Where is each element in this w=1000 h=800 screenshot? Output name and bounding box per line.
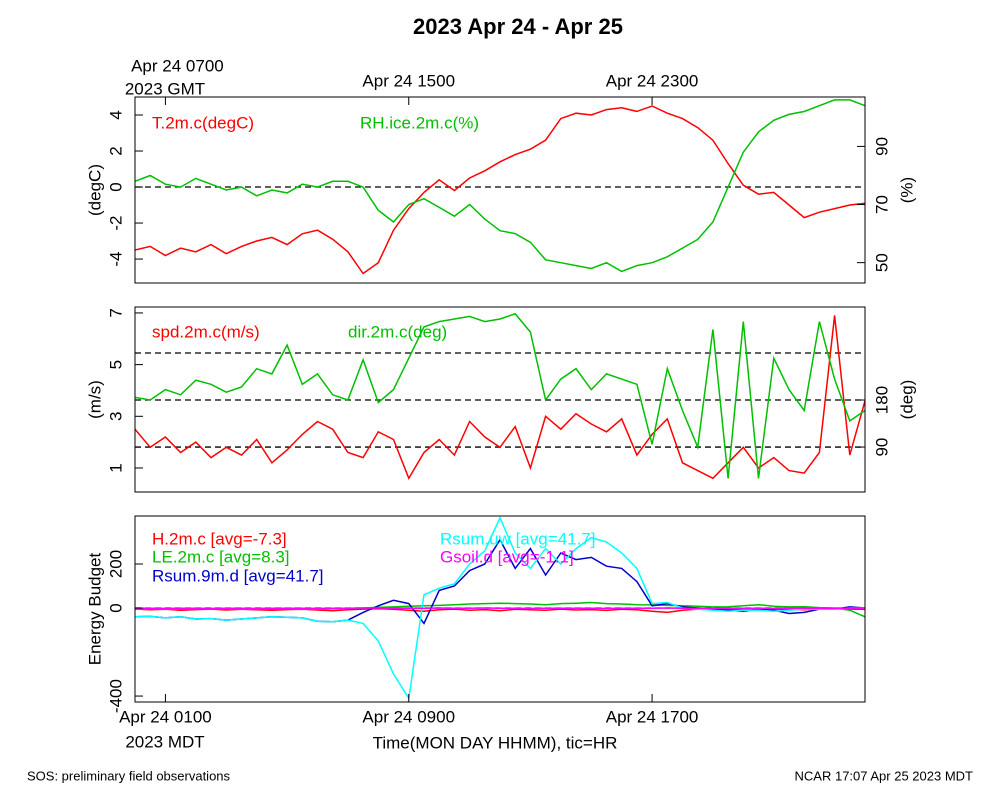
y-tick-label: 4	[106, 110, 125, 119]
legend-entry: spd.2m.c(m/s)	[152, 322, 260, 341]
plot-frame	[134, 96, 866, 284]
plot-frame	[134, 515, 866, 703]
y2-axis-label: (%)	[897, 177, 916, 203]
top-sublabel: 2023 GMT	[125, 79, 205, 98]
chart-title: 2023 Apr 24 - Apr 25	[413, 14, 623, 39]
y2-tick-label: 90	[872, 438, 891, 457]
series-line	[135, 315, 865, 481]
y2-axis-label: (deg)	[897, 380, 916, 420]
x-axis-label: Time(MON DAY HHMM), tic=HR	[373, 733, 618, 752]
y-tick-label: 7	[106, 308, 125, 317]
series-line	[135, 99, 865, 273]
y2-tick-label: 180	[872, 386, 891, 414]
y-tick-label: 3	[106, 412, 125, 421]
legend-entry: Gsoil.d [avg=-1.1]	[440, 547, 574, 566]
x-tick-label: Apr 24 0900	[362, 707, 455, 726]
y-tick-label: 0	[106, 603, 125, 612]
footer-left: SOS: preliminary field observations	[27, 768, 231, 783]
y-tick-label: -4	[106, 251, 125, 266]
footer-right: NCAR 17:07 Apr 25 2023 MDT	[795, 768, 974, 783]
y-tick-label: 2	[106, 146, 125, 155]
y2-tick-label: 70	[872, 195, 891, 214]
legend-entry: dir.2m.c(deg)	[348, 322, 447, 341]
y2-tick-label: 50	[872, 253, 891, 272]
y-axis-label: Energy Budget	[85, 552, 104, 665]
x2-tick-label: Apr 24 0700	[131, 56, 224, 75]
y-axis-label: (m/s)	[85, 380, 104, 419]
y-tick-label: 5	[106, 360, 125, 369]
series-line	[135, 105, 865, 275]
y-tick-label: 200	[106, 550, 125, 578]
series-line	[135, 516, 865, 701]
legend-entry: Rsum.9m.d [avg=41.7]	[152, 566, 324, 585]
y-tick-label: 1	[106, 463, 125, 472]
x-sublabel: 2023 MDT	[125, 732, 204, 751]
y-tick-label: -400	[106, 679, 125, 713]
legend-entry: RH.ice.2m.c(%)	[360, 113, 479, 132]
series-line	[135, 312, 865, 479]
y-tick-label: -2	[106, 215, 125, 230]
x-tick-label: Apr 24 1700	[606, 707, 699, 726]
y-axis-label: (degC)	[85, 164, 104, 216]
legend-entry: H.2m.c [avg=-7.3]	[152, 529, 287, 548]
legend-entry: T.2m.c(degC)	[152, 113, 254, 132]
y-tick-label: 0	[106, 182, 125, 191]
x2-tick-label: Apr 24 2300	[606, 71, 699, 90]
x-tick-label: Apr 24 0100	[119, 707, 212, 726]
plot-frame	[134, 306, 866, 493]
y2-tick-label: 90	[872, 137, 891, 156]
x2-tick-label: Apr 24 1500	[362, 71, 455, 90]
legend-entry: LE.2m.c [avg=8.3]	[152, 547, 290, 566]
legend-entry: Rsum.uw [avg=41.7]	[440, 529, 595, 548]
